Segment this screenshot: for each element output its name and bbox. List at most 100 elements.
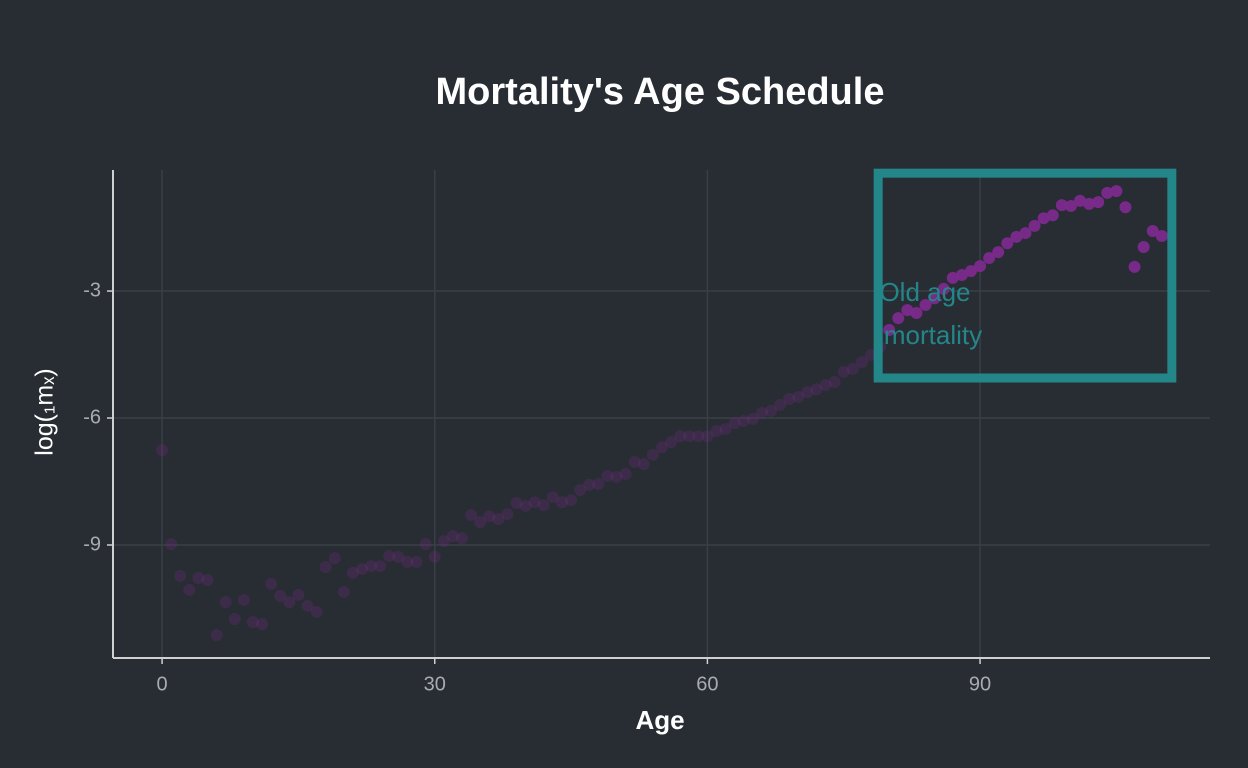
point <box>201 574 214 587</box>
point <box>1083 197 1096 210</box>
point <box>1110 185 1123 198</box>
point <box>228 613 241 626</box>
point <box>746 412 759 425</box>
point <box>1010 230 1023 243</box>
point <box>737 414 750 427</box>
point <box>337 585 350 598</box>
point <box>674 430 687 443</box>
point <box>828 376 841 389</box>
point <box>210 629 223 642</box>
point <box>274 589 287 602</box>
point <box>774 398 787 411</box>
point <box>883 323 896 336</box>
point <box>1119 201 1132 214</box>
point <box>910 307 923 320</box>
y-tick-label: -6 <box>83 406 101 428</box>
point <box>1064 199 1077 212</box>
y-tick-label: -9 <box>83 533 101 555</box>
point <box>537 499 550 512</box>
point <box>555 496 568 509</box>
point <box>446 530 459 543</box>
highlight-box <box>873 168 1177 383</box>
point <box>937 282 950 295</box>
point <box>901 304 914 317</box>
point <box>310 605 323 618</box>
x-tick-label: 0 <box>157 673 168 695</box>
point <box>474 516 487 529</box>
point <box>174 569 187 582</box>
point <box>301 599 314 612</box>
point <box>183 583 196 596</box>
point <box>1137 241 1150 254</box>
point <box>346 566 359 579</box>
annotation: mortality <box>884 320 982 350</box>
point <box>574 483 587 496</box>
point <box>1001 237 1014 250</box>
point <box>510 497 523 510</box>
point <box>665 436 678 449</box>
x-tick-label: 90 <box>969 673 991 695</box>
point <box>419 538 432 551</box>
point <box>710 425 723 438</box>
point <box>328 552 341 565</box>
x-tick-label: 60 <box>696 673 718 695</box>
point <box>428 550 441 563</box>
point <box>955 268 968 281</box>
point <box>410 555 423 568</box>
point <box>1128 260 1141 273</box>
point <box>1046 209 1059 222</box>
chart-title: Mortality's Age Schedule <box>436 71 885 113</box>
point <box>219 596 232 609</box>
point <box>783 392 796 405</box>
point <box>165 538 178 551</box>
point <box>519 500 532 513</box>
point <box>1037 212 1050 225</box>
point <box>1074 194 1087 207</box>
point <box>637 458 650 471</box>
point <box>483 510 496 523</box>
grid <box>113 170 1210 658</box>
point <box>801 386 814 399</box>
point <box>501 508 514 521</box>
point <box>565 494 578 507</box>
point <box>692 430 705 443</box>
point <box>546 491 559 504</box>
point <box>919 299 932 312</box>
point <box>392 550 405 563</box>
point <box>256 618 269 631</box>
point <box>465 508 478 521</box>
point <box>156 444 169 457</box>
point <box>655 441 668 454</box>
point <box>528 496 541 509</box>
point <box>992 246 1005 259</box>
point <box>1101 186 1114 199</box>
point <box>755 406 768 419</box>
point <box>974 260 987 273</box>
point <box>765 404 778 417</box>
point <box>792 390 805 403</box>
point <box>237 594 250 607</box>
annotation: Old age <box>879 277 970 307</box>
point <box>292 588 305 601</box>
point <box>983 252 996 265</box>
point <box>964 265 977 278</box>
x-axis-label: Age <box>635 705 684 735</box>
point <box>356 563 369 576</box>
point <box>265 577 278 590</box>
point <box>601 470 614 483</box>
y-tick-label: -3 <box>83 279 101 301</box>
point <box>646 448 659 461</box>
point <box>1028 219 1041 232</box>
point <box>492 513 505 526</box>
point <box>437 535 450 548</box>
point <box>246 616 259 629</box>
point <box>619 467 632 480</box>
point <box>1092 196 1105 209</box>
point <box>365 560 378 573</box>
point <box>928 292 941 305</box>
point <box>383 549 396 562</box>
point <box>837 365 850 378</box>
point <box>628 456 641 469</box>
